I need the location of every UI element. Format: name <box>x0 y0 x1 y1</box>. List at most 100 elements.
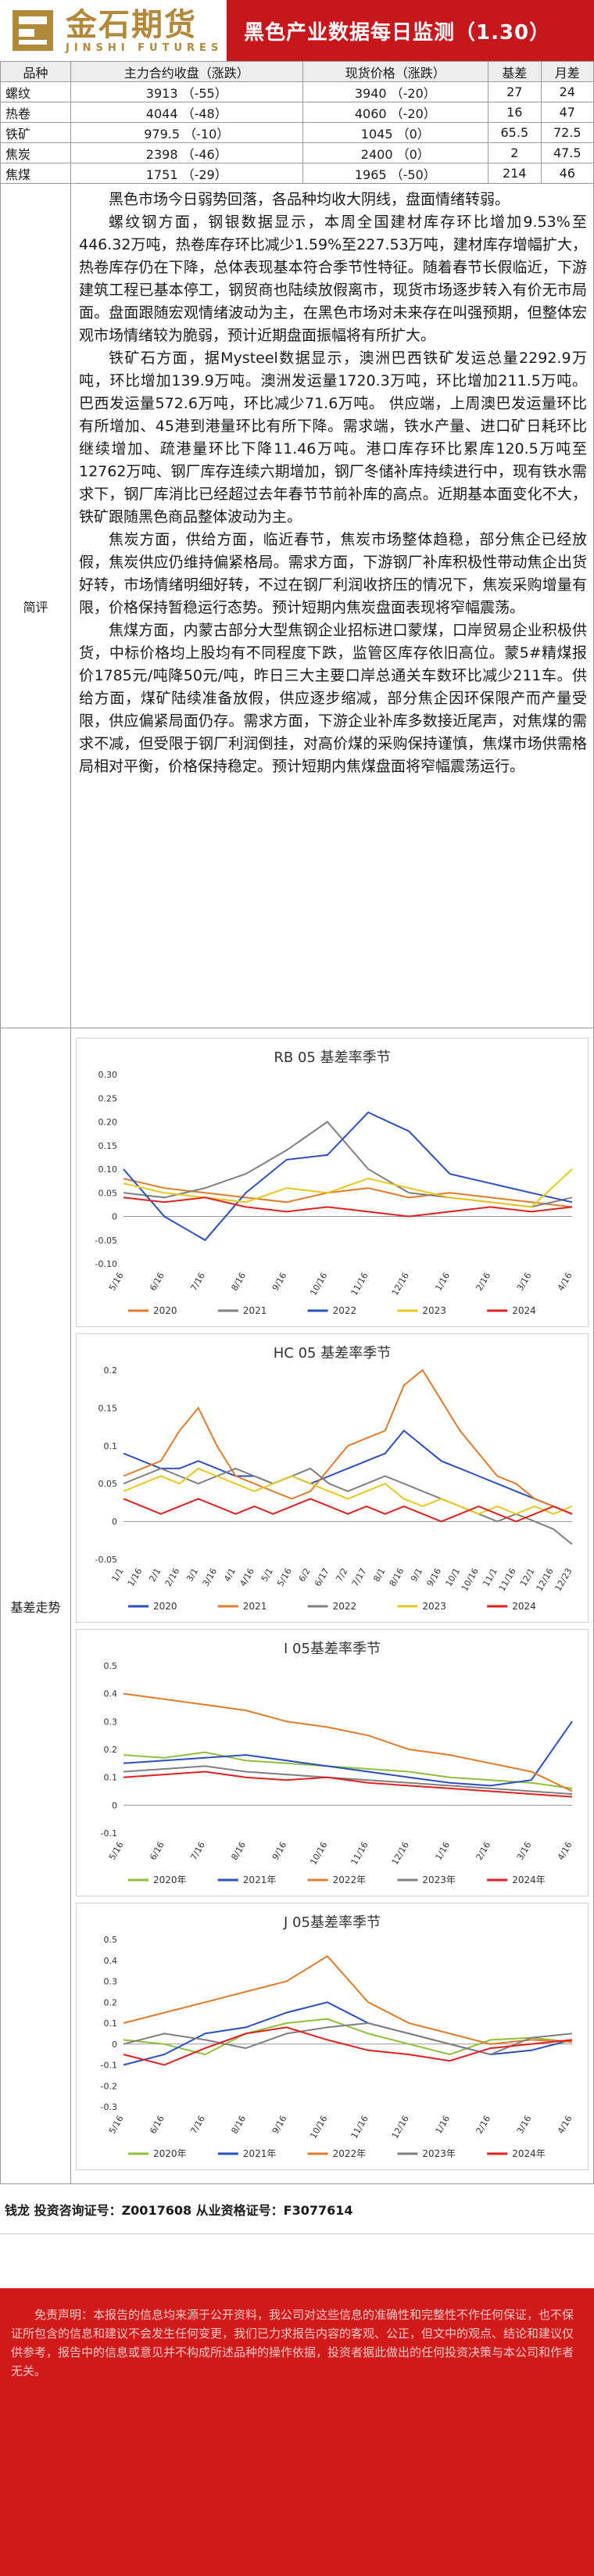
logo-english-name: JINSHI FUTURES <box>66 41 224 54</box>
x-tick-label: 1/16 <box>433 2114 452 2136</box>
legend-label: 2022年 <box>333 2148 367 2159</box>
legend-label: 2020 <box>153 1601 177 1612</box>
y-tick-label: 0.3 <box>104 1977 118 1987</box>
x-tick-label: 10/16 <box>308 1271 329 1297</box>
x-tick-label: 2/16 <box>474 2114 493 2136</box>
charts-column: RB 05 基差率季节 0.30 0.25 0.20 0.15 0.10 0.05 0 -0.0… <box>71 1028 593 2183</box>
y-tick-label: 0.05 <box>98 1479 118 1489</box>
y-tick-label: -0.10 <box>95 1259 117 1269</box>
series-line <box>123 1178 573 1208</box>
table-row: 螺纹 3913 （-55） 3940 （-20） 27 24 <box>0 81 594 102</box>
chart-title: RB 05 基差率季节 <box>274 1049 390 1066</box>
series-line <box>123 1429 573 1515</box>
series-line <box>123 1955 573 2045</box>
y-tick-label: -0.1 <box>101 1828 117 1839</box>
spot-price: 1965 （-50） <box>302 163 489 184</box>
month-spread-value: 24 <box>540 81 594 102</box>
x-tick-label: 4/16 <box>238 1566 256 1588</box>
y-tick-label: 0 <box>112 1517 117 1527</box>
x-tick-label: 3/16 <box>201 1566 220 1588</box>
x-tick-label: 2/16 <box>474 1271 493 1293</box>
series-line <box>123 1467 573 1545</box>
y-tick-label: -0.1 <box>101 2061 117 2071</box>
x-tick-label: 11/16 <box>349 2114 370 2140</box>
series-line <box>123 1168 573 1208</box>
legend-label: 2020 <box>153 1305 177 1316</box>
x-tick-label: 12/1 <box>518 1566 537 1588</box>
disclaimer-text: 免责声明：本报告的信息均来源于公开资料，我公司对这些信息的准确性和完整性不作任何… <box>11 2308 574 2378</box>
review-paragraph: 螺纹钢方面，钢银数据显示，本周全国建材库存环比增加9.53%至446.32万吨，… <box>79 213 587 344</box>
x-tick-label: 12/23 <box>553 1566 574 1593</box>
series-line <box>123 2022 573 2056</box>
x-tick-label: 1/1 <box>109 1566 125 1584</box>
month-spread-value: 72.5 <box>540 122 594 143</box>
x-tick-label: 7/16 <box>188 1840 207 1862</box>
contract-close: 4044 （-48） <box>70 102 303 123</box>
series-line <box>123 2001 573 2066</box>
x-tick-label: 8/16 <box>230 1271 249 1293</box>
x-tick-label: 11/16 <box>497 1566 518 1593</box>
x-tick-label: 5/16 <box>107 1271 126 1293</box>
x-tick-label: 9/16 <box>270 1271 289 1293</box>
contract-close: 2398 （-46） <box>70 142 303 163</box>
y-tick-label: 0.2 <box>104 1997 118 2007</box>
series-line <box>123 2026 573 2066</box>
chart-rb05-svg: RB 05 基差率季节 0.30 0.25 0.20 0.15 0.10 0.05 0 -0.0… <box>95 1049 574 1316</box>
legend-label: 2023 <box>422 1601 446 1612</box>
product-name: 焦炭 <box>0 142 71 163</box>
x-tick-label: 7/16 <box>188 1271 207 1293</box>
series-line <box>123 1369 573 1515</box>
header-product: 品种 <box>0 61 71 82</box>
x-tick-label: 12/16 <box>535 1566 556 1593</box>
x-tick-label: 4/16 <box>556 2114 574 2136</box>
x-tick-label: 10/16 <box>308 1840 329 1867</box>
chart-title: J 05基差率季节 <box>283 1914 381 1931</box>
x-tick-label: 12/16 <box>390 2114 411 2140</box>
x-tick-label: 7/17 <box>350 1566 369 1588</box>
series-line <box>123 1692 573 1792</box>
analyst-info: 钱龙 投资咨询证号：Z0017608 从业资格证号：F3077614 <box>0 2184 594 2234</box>
y-tick-label: -0.2 <box>101 2081 117 2091</box>
series-line <box>123 1765 573 1796</box>
legend-label: 2024年 <box>512 1875 546 1885</box>
spot-price: 3940 （-20） <box>302 81 489 102</box>
series-line <box>123 1498 573 1523</box>
review-section: 简评 黑色市场今日弱势回落，各品种均收大阴线，盘面情绪转弱。 螺纹钢方面，钢银数… <box>0 184 594 1028</box>
y-tick-label: 0.5 <box>104 1661 118 1671</box>
product-name: 焦煤 <box>0 163 71 184</box>
table-row: 热卷 4044 （-48） 4060 （-20） 16 47 <box>0 102 594 123</box>
x-tick-label: 5/16 <box>107 2114 126 2136</box>
legend-label: 2024 <box>512 1601 536 1612</box>
legend-label: 2020年 <box>153 2148 187 2159</box>
x-tick-label: 7/2 <box>334 1566 349 1584</box>
x-tick-label: 3/1 <box>184 1566 200 1584</box>
review-paragraph: 铁矿石方面，据Mysteel数据显示，澳洲巴西铁矿发运总量2292.9万吨，环比… <box>79 350 587 526</box>
x-tick-label: 1/16 <box>433 1840 452 1862</box>
series-line <box>123 1197 573 1218</box>
y-tick-label: 0.20 <box>98 1118 118 1128</box>
x-tick-label: 7/16 <box>188 2114 207 2136</box>
x-tick-label: 8/16 <box>388 1566 406 1588</box>
basis-value: 2 <box>488 142 542 163</box>
y-tick-label: 0 <box>112 2040 117 2050</box>
x-tick-label: 12/16 <box>390 1840 411 1867</box>
x-tick-label: 4/16 <box>556 1271 574 1293</box>
y-tick-label: -0.3 <box>101 2102 117 2112</box>
report-header: 金石期货 JINSHI FUTURES 黑色产业数据每日监测（1.30） <box>0 0 594 61</box>
x-tick-label: 9/1 <box>409 1566 424 1584</box>
y-tick-label: 0.10 <box>98 1164 118 1175</box>
legend-label: 2021 <box>243 1305 267 1316</box>
x-tick-label: 8/16 <box>230 1840 249 1862</box>
basis-value: 214 <box>488 163 542 184</box>
x-tick-label: 11/1 <box>481 1566 499 1588</box>
y-tick-label: -0.05 <box>95 1236 117 1246</box>
y-tick-label: 0.2 <box>104 1745 118 1755</box>
basis-section: 基差走势 RB 05 基差率季节 0.30 0.25 0.20 0.15 0.10 0.05… <box>0 1028 594 2184</box>
x-tick-label: 6/16 <box>148 1840 166 1862</box>
chart-rb05: RB 05 基差率季节 0.30 0.25 0.20 0.15 0.10 0.05 0 -0.0… <box>76 1038 589 1327</box>
chart-i05-svg: I 05基差率季节 0.5 0.4 0.3 0.2 0.1 0 -0.15/16 6/16 7/1… <box>101 1641 574 1885</box>
x-tick-label: 8/1 <box>371 1566 387 1584</box>
x-tick-label: 11/16 <box>349 1840 370 1867</box>
product-name: 铁矿 <box>0 122 71 143</box>
x-tick-label: 9/16 <box>270 2114 289 2136</box>
